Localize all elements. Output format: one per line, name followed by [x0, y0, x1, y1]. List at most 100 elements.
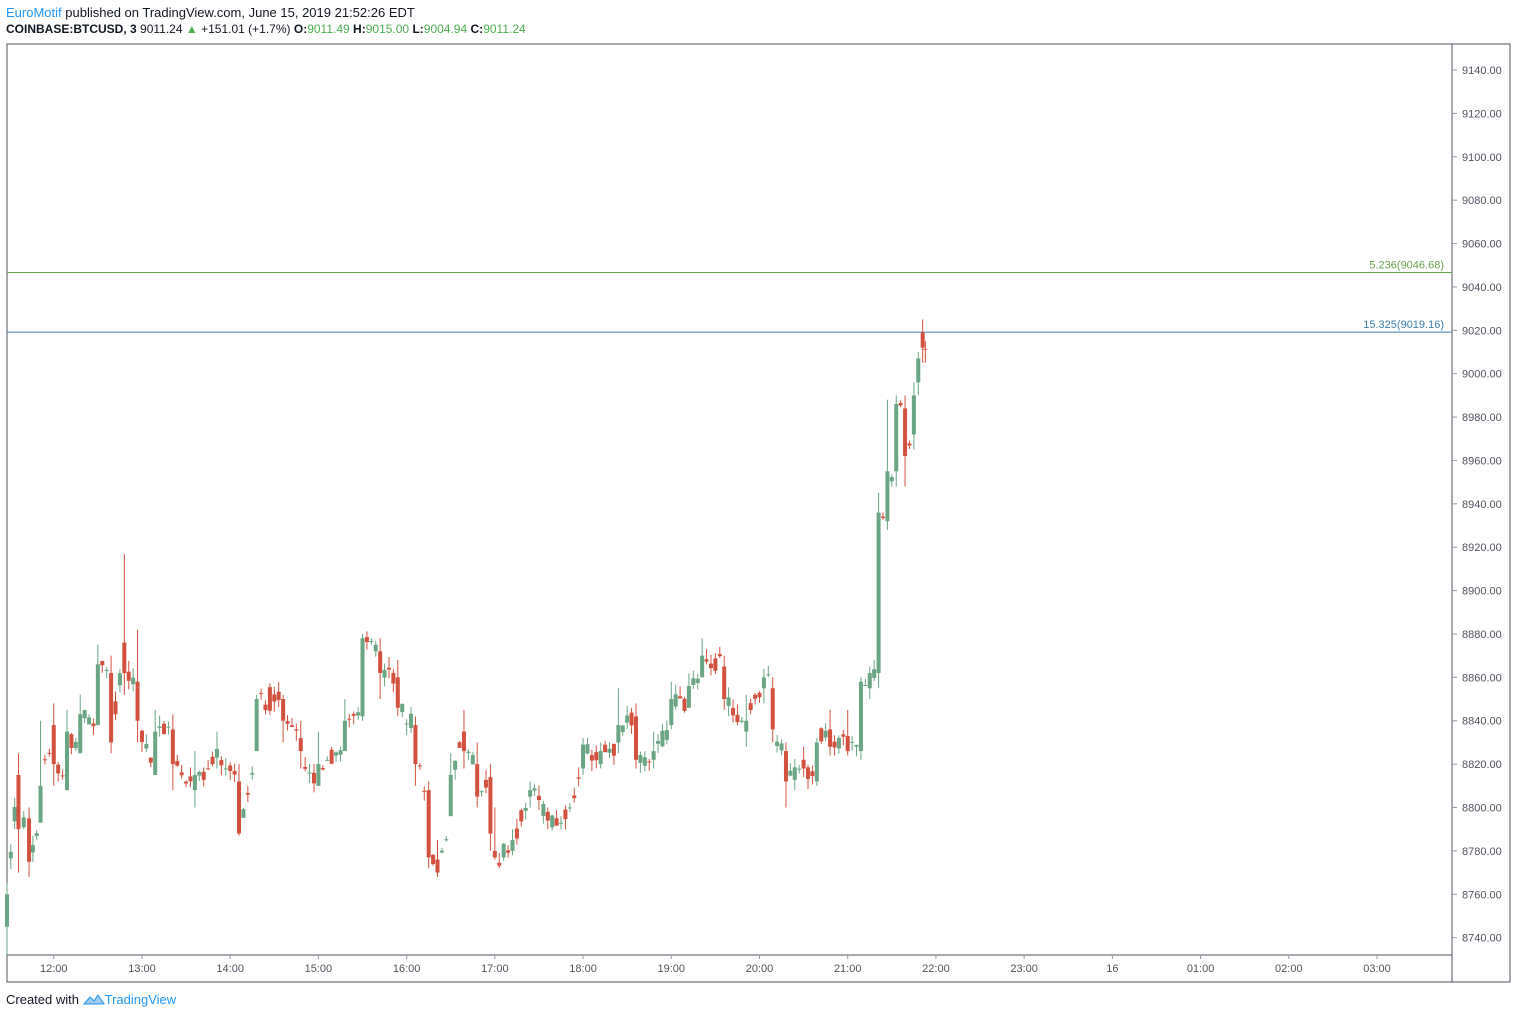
candle-body: [757, 692, 762, 698]
candle-body: [911, 395, 916, 435]
x-tick-label: 19:00: [658, 963, 686, 975]
y-tick-label: 9020.00: [1462, 325, 1502, 337]
high-value: 9015.00: [365, 22, 410, 36]
x-tick-label: 01:00: [1187, 963, 1215, 975]
x-tick-label: 03:00: [1363, 963, 1391, 975]
candle-body: [819, 728, 824, 742]
candle-body: [806, 767, 811, 779]
candle-body: [232, 770, 237, 775]
candle-body: [27, 818, 32, 862]
candle-body: [223, 768, 228, 770]
candle-body: [254, 699, 259, 752]
candle-body: [166, 726, 171, 728]
candle-body: [545, 811, 550, 821]
price-change: +151.01 (+1.7%): [201, 22, 291, 36]
candle-body: [923, 348, 928, 350]
candle-body: [417, 765, 422, 767]
x-tick-label: 18:00: [569, 963, 597, 975]
candle-body: [122, 642, 127, 674]
candle-body: [175, 760, 180, 766]
candle-body: [311, 772, 316, 784]
candle-body: [73, 741, 78, 749]
candle-body: [523, 808, 528, 811]
candle-body: [920, 332, 925, 348]
candle-body: [56, 764, 61, 774]
x-tick-label: 12:00: [40, 963, 68, 975]
candle-body: [69, 734, 74, 748]
candle-body: [188, 776, 193, 782]
candle-body: [382, 669, 387, 678]
y-tick-label: 8980.00: [1462, 412, 1502, 424]
candle-body: [228, 765, 233, 772]
candle-body: [51, 725, 56, 765]
candle-body: [276, 691, 281, 700]
candle-body: [170, 729, 175, 765]
y-tick-label: 9140.00: [1462, 65, 1502, 77]
up-arrow-icon: ▲: [185, 22, 198, 36]
y-tick-label: 9040.00: [1462, 282, 1502, 294]
candle-body: [461, 731, 466, 752]
candle-body: [559, 822, 564, 824]
tradingview-brand-link[interactable]: TradingView: [104, 992, 177, 1007]
candle-body: [153, 731, 158, 775]
candle-body: [135, 681, 140, 721]
candle-body: [876, 512, 881, 674]
candle-body: [104, 669, 109, 672]
candle-body: [854, 744, 859, 747]
close-value: 9011.24: [483, 22, 526, 36]
candle-body: [497, 862, 502, 866]
candle-body: [157, 726, 162, 729]
author-link[interactable]: EuroMotif: [6, 5, 62, 20]
y-tick-label: 9100.00: [1462, 152, 1502, 164]
candle-body: [87, 717, 92, 725]
candle-body: [320, 767, 325, 770]
candle-body: [660, 730, 665, 747]
symbol-label[interactable]: COINBASE:BTCUSD, 3: [6, 22, 137, 36]
candle-body: [100, 660, 105, 666]
price-axis-frame: [1451, 43, 1511, 983]
y-tick-label: 8760.00: [1462, 889, 1502, 901]
candle-body: [695, 678, 700, 684]
candle-body: [214, 748, 219, 758]
candle-body: [823, 730, 828, 738]
candle-body: [8, 851, 13, 859]
candle-body: [788, 770, 793, 776]
publication-header: EuroMotif published on TradingView.com, …: [6, 5, 415, 20]
candle-body: [722, 666, 727, 700]
y-tick-label: 8820.00: [1462, 759, 1502, 771]
candle-body: [413, 725, 418, 765]
candle-body: [841, 734, 846, 737]
footer: Created with TradingView: [6, 992, 176, 1007]
candle-body: [298, 738, 303, 752]
candle-body: [673, 694, 678, 707]
fib-level-label: 15.325(9019.16): [1363, 319, 1444, 331]
candle-body: [5, 894, 9, 927]
open-label: O:: [293, 22, 308, 36]
candle-body: [717, 654, 722, 657]
candle-body: [581, 744, 586, 769]
candle-body: [91, 723, 96, 727]
candle-body: [395, 677, 400, 708]
y-tick-label: 9080.00: [1462, 195, 1502, 207]
low-label: L:: [412, 22, 424, 36]
candle-body: [594, 752, 599, 761]
x-tick-label: 02:00: [1275, 963, 1303, 975]
candle-body: [281, 699, 286, 721]
candle-body: [475, 764, 480, 797]
x-tick-label: 20:00: [746, 963, 774, 975]
candle-body: [514, 828, 519, 839]
candle-body: [364, 637, 369, 643]
candle-body: [126, 671, 131, 681]
candle-body: [117, 673, 122, 686]
candle-body: [889, 477, 894, 482]
open-value: 9011.49: [307, 22, 350, 36]
x-tick-label: 14:00: [216, 963, 244, 975]
candle-body: [506, 850, 511, 853]
candle-body: [325, 759, 330, 761]
x-tick-label: 22:00: [922, 963, 950, 975]
candle-body: [197, 772, 202, 776]
candle-body: [259, 692, 264, 694]
candle-body: [250, 772, 255, 775]
candle-body: [744, 720, 749, 732]
